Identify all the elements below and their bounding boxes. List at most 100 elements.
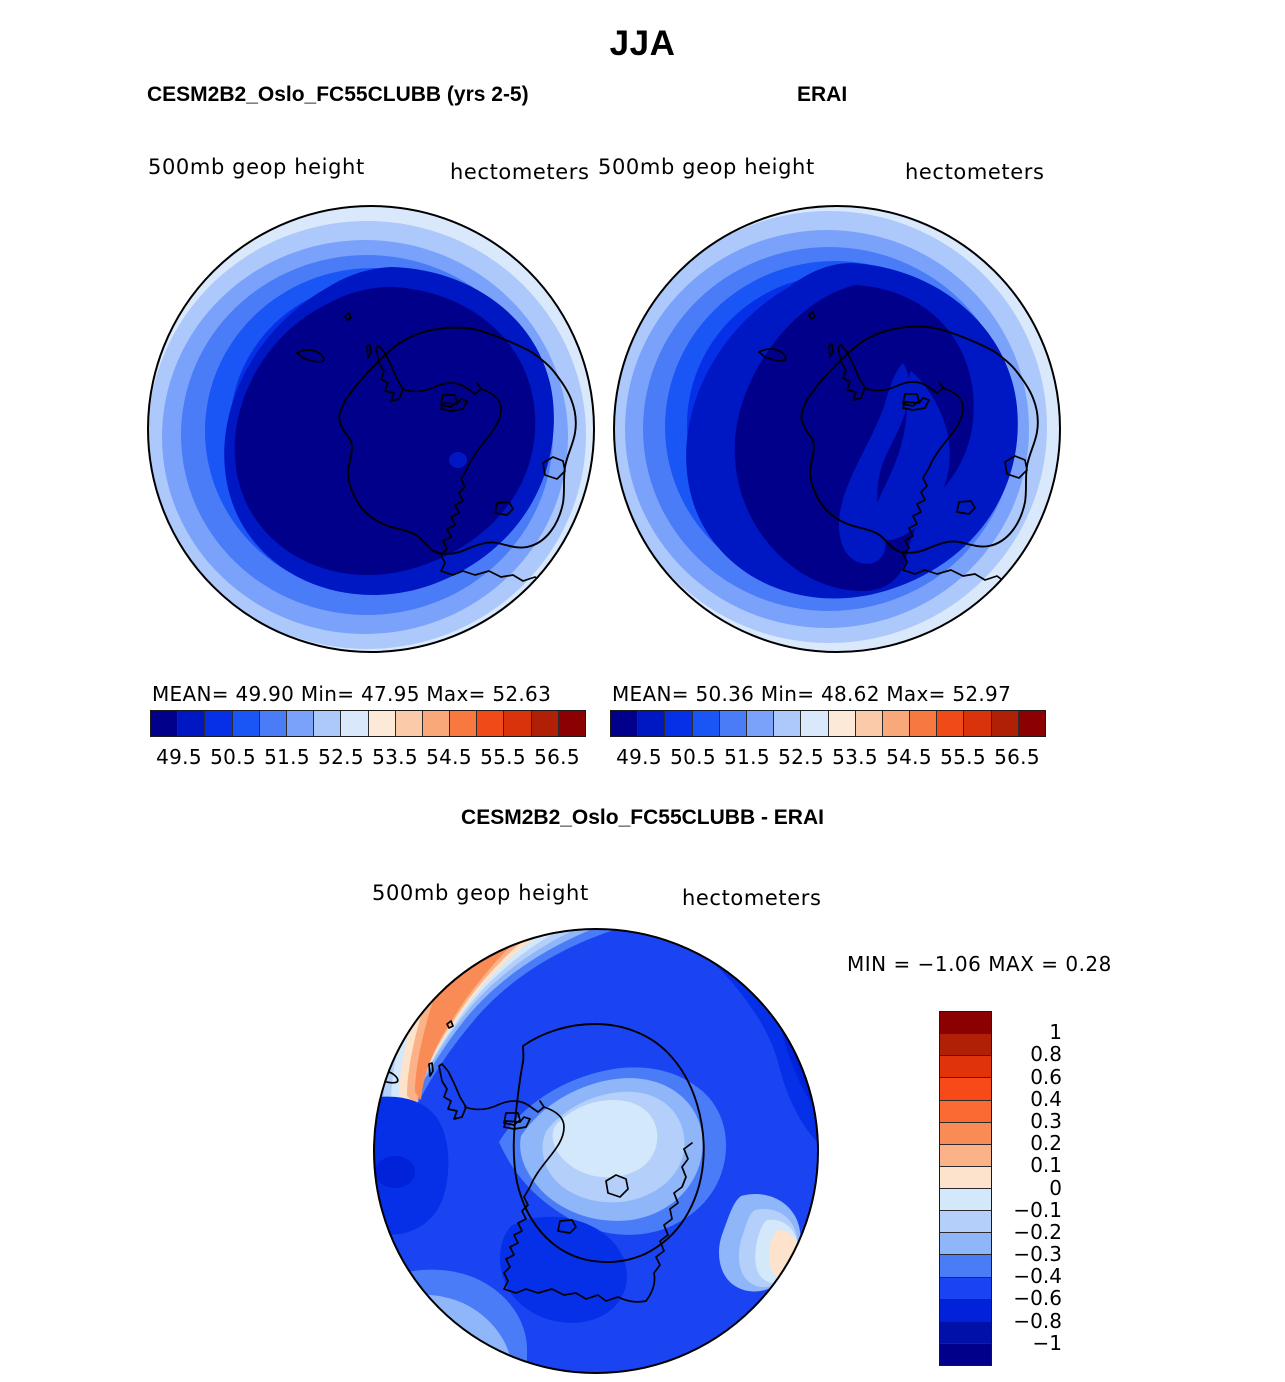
colorbar-tick-label: 50.5 — [210, 745, 256, 769]
colorbar-cell — [940, 1233, 991, 1256]
colorbar-cell — [178, 711, 206, 736]
model-map — [145, 203, 597, 655]
colorbar-cell — [719, 711, 747, 736]
colorbar-cell — [638, 711, 666, 736]
season-title: JJA — [609, 24, 676, 63]
colorbar-tick-label: 0.8 — [1030, 1042, 1062, 1067]
diff-colorbar-labels: 1 0.8 0.6 0.4 0.3 0.2 0.1 0 −0.1 −0.2 −0.3 −0.4 −0.6… — [996, 1011, 1062, 1366]
colorbar-tick-label: 0 — [1049, 1175, 1062, 1200]
colorbar-cell — [940, 1299, 991, 1322]
colorbar-tick-label: 53.5 — [832, 745, 878, 769]
colorbar-cell — [882, 711, 911, 736]
colorbar-tick-label: −0.6 — [1013, 1286, 1062, 1311]
diff-panel-title: CESM2B2_Oslo_FC55CLUBB - ERAI — [461, 806, 824, 829]
colorbar-cell — [964, 711, 992, 736]
colorbar-tick-label: −1 — [1032, 1330, 1062, 1355]
diff-units-label: hectometers — [682, 886, 822, 910]
colorbar-cell — [910, 711, 938, 736]
colorbar-cell — [940, 1122, 991, 1145]
colorbar-cell — [746, 711, 775, 736]
colorbar-cell — [801, 711, 829, 736]
colorbar-cell — [368, 711, 396, 736]
colorbar-cell — [422, 711, 451, 736]
colorbar-tick-label: 50.5 — [670, 745, 716, 769]
colorbar-cell — [151, 711, 179, 736]
colorbar-tick-label: 52.5 — [778, 745, 824, 769]
obs-stats: MEAN= 50.36 Min= 48.62 Max= 52.97 — [612, 682, 1012, 706]
colorbar-tick-label: −0.2 — [1013, 1219, 1062, 1244]
colorbar-cell — [259, 711, 287, 736]
model-variable-label: 500mb geop height — [148, 155, 365, 179]
colorbar-cell — [937, 711, 965, 736]
model-panel-title: CESM2B2_Oslo_FC55CLUBB (yrs 2-5) — [147, 83, 529, 106]
colorbar-tick-label: 0.1 — [1030, 1153, 1062, 1178]
colorbar-cell — [232, 711, 260, 736]
model-units-label: hectometers — [450, 160, 590, 184]
diff-map — [371, 926, 821, 1376]
diff-minmax: MIN = −1.06 MAX = 0.28 — [847, 952, 1112, 976]
colorbar-cell — [477, 711, 505, 736]
colorbar-cell — [940, 1321, 991, 1344]
colorbar-cell — [828, 711, 856, 736]
colorbar-cell — [450, 711, 478, 736]
colorbar-tick-label: 56.5 — [994, 745, 1040, 769]
colorbar-tick-label: 55.5 — [480, 745, 526, 769]
colorbar-tick-label: 53.5 — [372, 745, 418, 769]
colorbar-cell — [341, 711, 369, 736]
colorbar-tick-label: 0.6 — [1030, 1064, 1062, 1089]
colorbar-cell — [314, 711, 342, 736]
colorbar-tick-label: 52.5 — [318, 745, 364, 769]
diff-colorbar — [939, 1011, 992, 1366]
colorbar-cell — [395, 711, 423, 736]
colorbar-cell — [991, 711, 1019, 736]
colorbar-cell — [611, 711, 639, 736]
colorbar-cell — [940, 1034, 991, 1057]
colorbar-cell — [286, 711, 315, 736]
colorbar-tick-label: 54.5 — [886, 745, 932, 769]
colorbar-cell — [940, 1277, 991, 1300]
obs-colorbar-labels: 49.5 50.5 51.5 52.5 53.5 54.5 55.5 56.5 — [612, 745, 1044, 769]
colorbar-cell — [665, 711, 693, 736]
colorbar-tick-label: −0.8 — [1013, 1308, 1062, 1333]
colorbar-cell — [940, 1012, 991, 1035]
colorbar-tick-label: 1 — [1049, 1020, 1062, 1045]
colorbar-tick-label: 49.5 — [156, 745, 202, 769]
colorbar-cell — [855, 711, 883, 736]
colorbar-tick-label: 0.3 — [1030, 1108, 1062, 1133]
diff-variable-label: 500mb geop height — [372, 881, 589, 905]
obs-units-label: hectometers — [905, 160, 1045, 184]
colorbar-tick-label: 54.5 — [426, 745, 472, 769]
colorbar-cell — [940, 1211, 991, 1234]
obs-panel-title: ERAI — [797, 83, 848, 106]
colorbar-tick-label: 49.5 — [616, 745, 662, 769]
colorbar-tick-label: 0.2 — [1030, 1131, 1062, 1156]
colorbar-cell — [940, 1100, 991, 1123]
colorbar-tick-label: 51.5 — [724, 745, 770, 769]
colorbar-cell — [940, 1255, 991, 1278]
colorbar-cell — [774, 711, 802, 736]
model-colorbar — [150, 710, 586, 737]
model-stats: MEAN= 49.90 Min= 47.95 Max= 52.63 — [152, 682, 552, 706]
colorbar-tick-label: −0.4 — [1013, 1264, 1062, 1289]
obs-colorbar — [610, 710, 1046, 737]
colorbar-tick-label: −0.3 — [1013, 1242, 1062, 1267]
model-colorbar-labels: 49.5 50.5 51.5 52.5 53.5 54.5 55.5 56.5 — [152, 745, 584, 769]
colorbar-cell — [531, 711, 559, 736]
obs-variable-label: 500mb geop height — [598, 155, 815, 179]
colorbar-cell — [940, 1144, 991, 1167]
colorbar-cell — [940, 1166, 991, 1189]
colorbar-cell — [205, 711, 233, 736]
colorbar-cell — [940, 1189, 991, 1212]
obs-map — [611, 203, 1063, 655]
colorbar-tick-label: −0.1 — [1013, 1197, 1062, 1222]
colorbar-tick-label: 56.5 — [534, 745, 580, 769]
colorbar-tick-label: 51.5 — [264, 745, 310, 769]
colorbar-cell — [940, 1056, 991, 1079]
colorbar-cell — [940, 1078, 991, 1101]
colorbar-tick-label: 0.4 — [1030, 1086, 1062, 1111]
colorbar-cell — [1018, 711, 1045, 736]
colorbar-cell — [558, 711, 585, 736]
colorbar-tick-label: 55.5 — [940, 745, 986, 769]
colorbar-cell — [692, 711, 720, 736]
colorbar-cell — [504, 711, 532, 736]
